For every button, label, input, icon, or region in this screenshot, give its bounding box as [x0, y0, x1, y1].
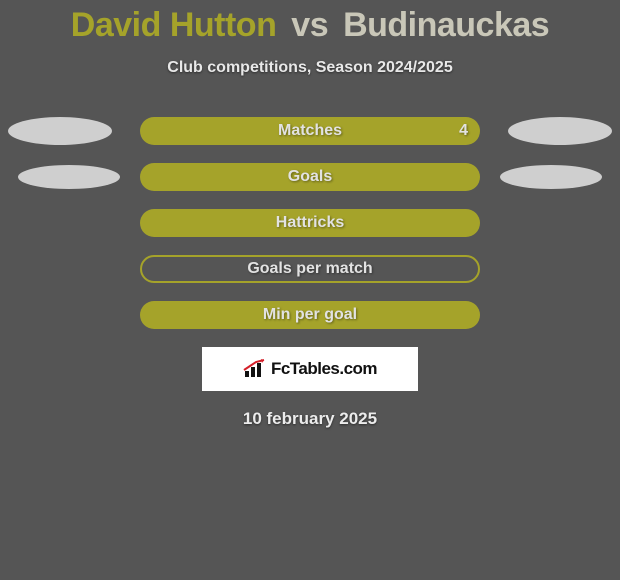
stat-row-min-per-goal: Min per goal — [0, 301, 620, 331]
stat-row-goals: Goals — [0, 163, 620, 193]
stat-label: Min per goal — [263, 306, 357, 324]
logo-text: FcTables.com — [271, 359, 377, 379]
stat-label: Goals — [288, 168, 332, 186]
stats-rows: Matches 4 Goals Hattricks Goals per matc… — [0, 117, 620, 331]
stat-label: Goals per match — [247, 260, 372, 278]
snapshot-date: 10 february 2025 — [0, 409, 620, 429]
bar-chart-icon — [243, 359, 267, 379]
stat-bar: Matches 4 — [140, 117, 480, 145]
stat-bar: Hattricks — [140, 209, 480, 237]
stat-bar: Goals per match — [140, 255, 480, 283]
player2-ellipse-icon — [508, 117, 612, 145]
stat-row-hattricks: Hattricks — [0, 209, 620, 239]
stat-label: Matches — [278, 122, 342, 140]
player1-ellipse-icon — [18, 165, 120, 189]
subtitle: Club competitions, Season 2024/2025 — [0, 59, 620, 77]
logo-inner: FcTables.com — [243, 359, 377, 379]
stat-bar: Goals — [140, 163, 480, 191]
stat-value: 4 — [459, 122, 468, 140]
fctables-logo: FcTables.com — [202, 347, 418, 391]
stat-label: Hattricks — [276, 214, 344, 232]
comparison-title: David Hutton vs Budinauckas — [0, 0, 620, 45]
player2-name: Budinauckas — [343, 6, 549, 44]
vs-text: vs — [291, 6, 328, 44]
stat-row-goals-per-match: Goals per match — [0, 255, 620, 285]
stat-bar: Min per goal — [140, 301, 480, 329]
player1-name: David Hutton — [71, 6, 277, 44]
player1-ellipse-icon — [8, 117, 112, 145]
player2-ellipse-icon — [500, 165, 602, 189]
stat-row-matches: Matches 4 — [0, 117, 620, 147]
